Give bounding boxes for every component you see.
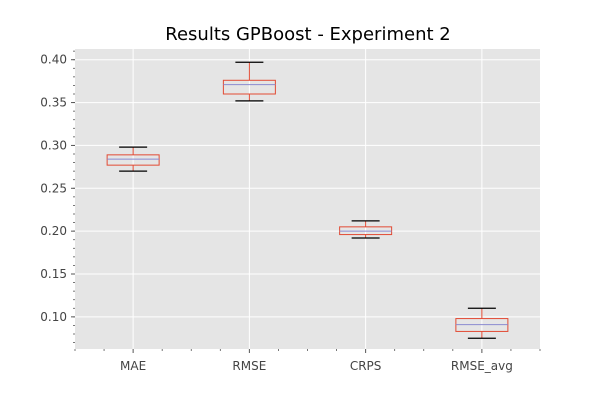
box-plot xyxy=(106,146,160,172)
plot-area xyxy=(75,49,540,349)
chart-title: Results GPBoost - Experiment 2 xyxy=(165,24,450,45)
box-plots xyxy=(106,61,509,339)
box-plot xyxy=(455,307,509,339)
x-tick-label: MAE xyxy=(120,359,146,373)
box xyxy=(106,154,160,166)
y-tick-label: 0.30 xyxy=(40,138,67,152)
box xyxy=(222,79,276,95)
y-tick-label: 0.15 xyxy=(40,267,67,281)
box-plot xyxy=(339,220,393,239)
y-tick-label: 0.20 xyxy=(40,224,67,238)
y-tick-label: 0.35 xyxy=(40,96,67,110)
x-tick-label: RMSE_avg xyxy=(451,359,513,373)
x-tick-label: CRPS xyxy=(350,359,382,373)
y-tick-label: 0.25 xyxy=(40,181,67,195)
axis-ticks xyxy=(71,50,541,353)
y-tick-label: 0.40 xyxy=(40,53,67,67)
y-tick-label: 0.10 xyxy=(40,310,67,324)
tick-labels: 0.10 0.15 0.20 0.25 0.30 0.35 0.40 MAE RMSE CRPS R… xyxy=(40,53,513,373)
grid-lines xyxy=(75,49,540,349)
box-plot xyxy=(222,61,276,102)
x-tick-label: RMSE xyxy=(232,359,266,373)
